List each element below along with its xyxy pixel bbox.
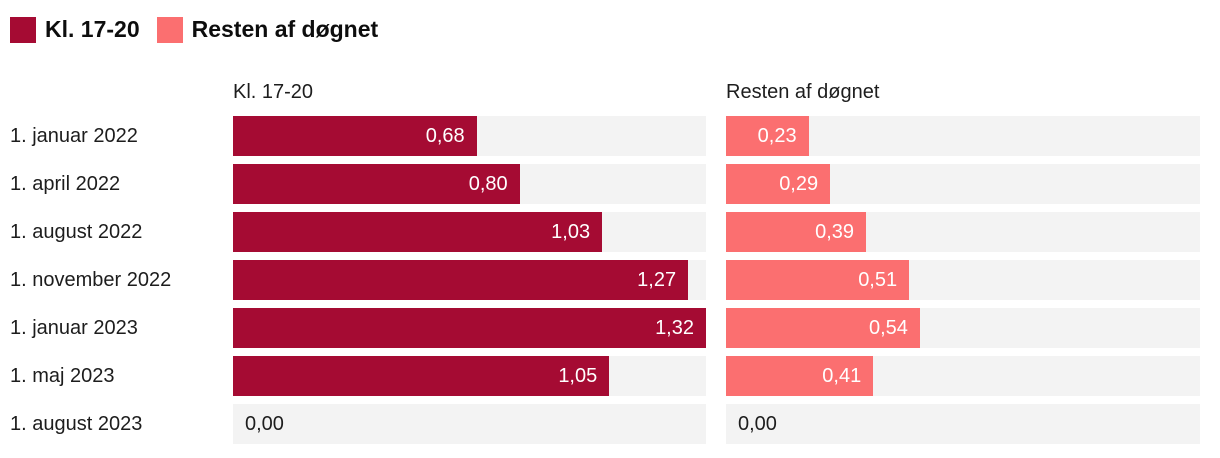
bar-value-label: 0,41 xyxy=(822,364,862,387)
bar-resten-af-dognet: 0,29 xyxy=(726,164,831,204)
bar-kl-17-20: 0,80 xyxy=(233,164,520,204)
bar-value-label: 0,54 xyxy=(868,316,908,339)
legend-swatch-resten-af-dognet xyxy=(156,16,183,43)
bar-value-label: 0,51 xyxy=(858,268,898,291)
legend-label-resten-af-dognet: Resten af døgnet xyxy=(191,16,379,42)
column-header-kl-17-20: Kl. 17-20 xyxy=(233,81,314,103)
bar-track-kl-17-20: 1,32 xyxy=(233,308,706,348)
bar-track-kl-17-20: 0,68 xyxy=(233,116,706,156)
bar-value-label: 0,23 xyxy=(757,124,797,147)
bar-value-label-zero: 0,00 xyxy=(245,412,284,435)
bar-resten-af-dognet: 0,54 xyxy=(726,308,920,348)
bar-track-resten-af-dognet: 0,51 xyxy=(726,260,1200,300)
bar-value-label: 0,29 xyxy=(779,172,819,195)
row-label: 1. januar 2022 xyxy=(10,124,138,147)
bar-value-label: 1,27 xyxy=(637,268,677,291)
row-label: 1. januar 2023 xyxy=(10,316,138,339)
row-label: 1. maj 2023 xyxy=(10,364,115,387)
bar-value-label: 0,39 xyxy=(815,220,855,243)
bar-track-resten-af-dognet: 0,23 xyxy=(726,116,1200,156)
bar-kl-17-20: 0,68 xyxy=(233,116,477,156)
row-label: 1. august 2023 xyxy=(10,412,143,435)
column-header-resten-af-dognet: Resten af døgnet xyxy=(726,81,880,103)
bar-resten-af-dognet: 0,51 xyxy=(726,260,910,300)
legend-item-kl-17-20: Kl. 17-20 xyxy=(10,16,140,43)
row-label: 1. november 2022 xyxy=(10,268,172,291)
bar-resten-af-dognet: 0,39 xyxy=(726,212,867,252)
bar-track-kl-17-20: 1,27 xyxy=(233,260,706,300)
bar-track-resten-af-dognet: 0,00 xyxy=(726,404,1200,444)
bar-track-kl-17-20: 0,00 xyxy=(233,404,706,444)
row-label: 1. august 2022 xyxy=(10,220,143,243)
bar-track-kl-17-20: 0,80 xyxy=(233,164,706,204)
bar-value-label: 1,05 xyxy=(558,364,598,387)
chart-grid: Kl. 17-20 Resten af døgnet 1. januar 202… xyxy=(10,76,1210,444)
legend-item-resten-af-dognet: Resten af døgnet xyxy=(156,16,379,43)
legend-swatch-kl-17-20 xyxy=(10,16,36,43)
bar-track-kl-17-20: 1,03 xyxy=(233,212,706,252)
chart-legend: Kl. 17-20 Resten af døgnet xyxy=(10,16,1210,43)
bar-track-resten-af-dognet: 0,54 xyxy=(726,308,1200,348)
bar-value-label: 1,03 xyxy=(551,220,591,243)
bar-kl-17-20: 1,32 xyxy=(233,308,706,348)
bar-value-label: 0,80 xyxy=(468,172,508,195)
bar-value-label: 0,68 xyxy=(425,124,465,147)
bar-kl-17-20: 1,27 xyxy=(233,260,689,300)
grid-corner-spacer xyxy=(10,76,233,108)
row-label: 1. april 2022 xyxy=(10,172,121,195)
grouped-bar-chart: Kl. 17-20 Resten af døgnet Kl. 17-20 Res… xyxy=(10,16,1210,444)
legend-label-kl-17-20: Kl. 17-20 xyxy=(45,16,140,42)
bar-track-resten-af-dognet: 0,39 xyxy=(726,212,1200,252)
bar-kl-17-20: 1,03 xyxy=(233,212,603,252)
bar-resten-af-dognet: 0,23 xyxy=(726,116,809,156)
bar-value-label-zero: 0,00 xyxy=(738,412,777,435)
bar-kl-17-20: 1,05 xyxy=(233,356,610,396)
bar-track-resten-af-dognet: 0,41 xyxy=(726,356,1200,396)
bar-value-label: 1,32 xyxy=(655,316,694,339)
bar-track-resten-af-dognet: 0,29 xyxy=(726,164,1200,204)
bar-track-kl-17-20: 1,05 xyxy=(233,356,706,396)
bar-resten-af-dognet: 0,41 xyxy=(726,356,874,396)
